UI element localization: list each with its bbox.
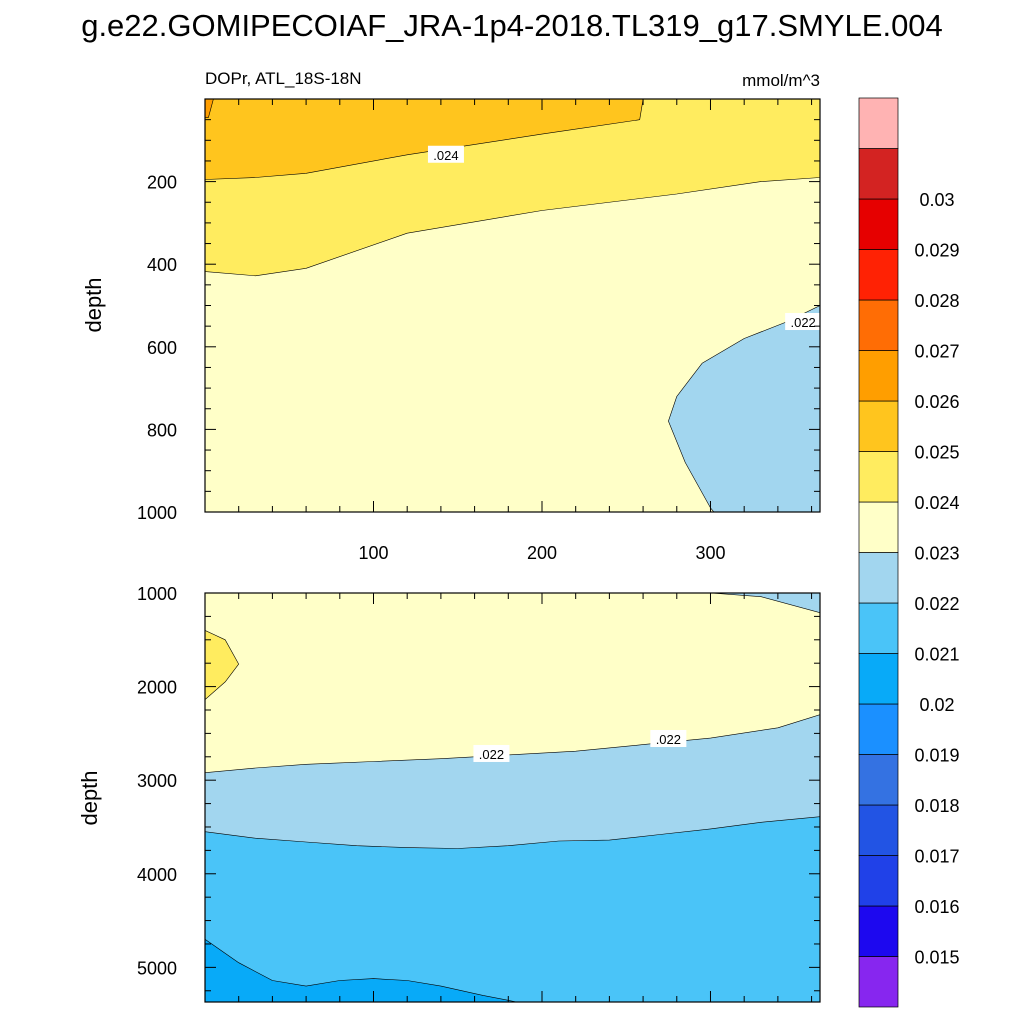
contour-label: .022 — [473, 744, 510, 762]
colorbar-label: 0.023 — [914, 544, 959, 564]
contour-label: .022 — [785, 313, 822, 331]
x-tick-label: 200 — [527, 543, 557, 563]
colorbar-box — [858, 198, 899, 250]
colorbar-box — [858, 703, 899, 755]
y-tick-label: 3000 — [137, 771, 177, 791]
contour-region-0.023-0.024 — [205, 630, 239, 701]
colorbar-box — [858, 905, 899, 957]
colorbar-label: 0.02 — [919, 695, 954, 715]
lower-y-axis-label: depth — [77, 770, 102, 825]
figure-title: g.e22.GOMIPECOIAF_JRA-1p4-2018.TL319_g17… — [81, 8, 943, 43]
y-tick-label: 5000 — [137, 958, 177, 978]
colorbar-label: 0.018 — [914, 796, 959, 816]
y-tick-label: 200 — [147, 173, 177, 193]
lower-panel: .022 .022 1000 2000 3000 4000 5000 — [137, 584, 821, 1003]
contour-label-text: .022 — [790, 315, 815, 330]
colorbar-box — [858, 97, 899, 149]
y-tick-label: 4000 — [137, 865, 177, 885]
colorbar-label: 0.029 — [914, 241, 959, 261]
colorbar-label: 0.021 — [914, 645, 959, 665]
colorbar-label: 0.03 — [919, 190, 954, 210]
colorbar-label: 0.024 — [914, 493, 959, 513]
contour-label-text: .024 — [433, 148, 458, 163]
colorbar-label: 0.022 — [914, 594, 959, 614]
x-tick-label: 100 — [358, 543, 388, 563]
contour-region-0.021-0.022 — [668, 305, 820, 512]
colorbar-box — [858, 855, 899, 907]
contour-label-text: .022 — [479, 747, 504, 762]
contour-label-text: .022 — [656, 732, 681, 747]
left-subtitle: DOPr, ATL_18S-18N — [205, 69, 362, 88]
colorbar-box — [858, 602, 899, 654]
contour-region-0.019-0.02 — [205, 938, 518, 1002]
colorbar-box — [858, 804, 899, 856]
y-tick-label: 600 — [147, 338, 177, 358]
colorbar-box — [858, 299, 899, 351]
upper-y-axis-label: depth — [81, 277, 106, 332]
contour-region-0.02-0.021 — [205, 816, 820, 1002]
colorbar-box — [858, 148, 899, 200]
contour-label: .022 — [650, 730, 687, 748]
y-tick-label: 400 — [147, 255, 177, 275]
colorbar-box — [858, 249, 899, 301]
colorbar-label: 0.019 — [914, 746, 959, 766]
colorbar-box — [858, 501, 899, 553]
colorbar-box — [858, 552, 899, 604]
contour-region-0.025-0.026 — [205, 99, 214, 118]
contour-label-box — [785, 313, 822, 331]
y-tick-label: 1000 — [137, 584, 177, 604]
colorbar-label: 0.017 — [914, 847, 959, 867]
colorbar-box — [858, 451, 899, 503]
colorbar-box — [858, 350, 899, 402]
colorbar-label: 0.016 — [914, 897, 959, 917]
colorbar: 0.015 0.016 0.017 0.018 0.019 0.02 0.021 0.022 0… — [858, 97, 960, 1008]
y-tick-label: 2000 — [137, 678, 177, 698]
contour-label-box — [427, 145, 464, 163]
contour-label-box — [473, 744, 510, 762]
x-tick-label: 300 — [695, 543, 725, 563]
contour-label: .024 — [427, 145, 464, 163]
colorbar-box — [858, 653, 899, 705]
colorbar-label: 0.027 — [914, 342, 959, 362]
units-subtitle: mmol/m^3 — [742, 71, 820, 90]
colorbar-label: 0.028 — [914, 291, 959, 311]
contour-region-0.024-0.025 — [205, 99, 644, 180]
colorbar-label: 0.015 — [914, 948, 959, 968]
colorbar-label: 0.025 — [914, 443, 959, 463]
colorbar-box — [858, 754, 899, 806]
colorbar-box — [858, 400, 899, 452]
contour-label-box — [650, 730, 687, 748]
colorbar-label: 0.026 — [914, 392, 959, 412]
colorbar-box — [858, 956, 899, 1008]
upper-panel: .024 .022 100 200 300 200 400 600 800 1000 — [137, 98, 822, 563]
plot-frame — [204, 592, 821, 1003]
y-tick-label: 800 — [147, 420, 177, 440]
y-tick-label: 1000 — [137, 503, 177, 523]
